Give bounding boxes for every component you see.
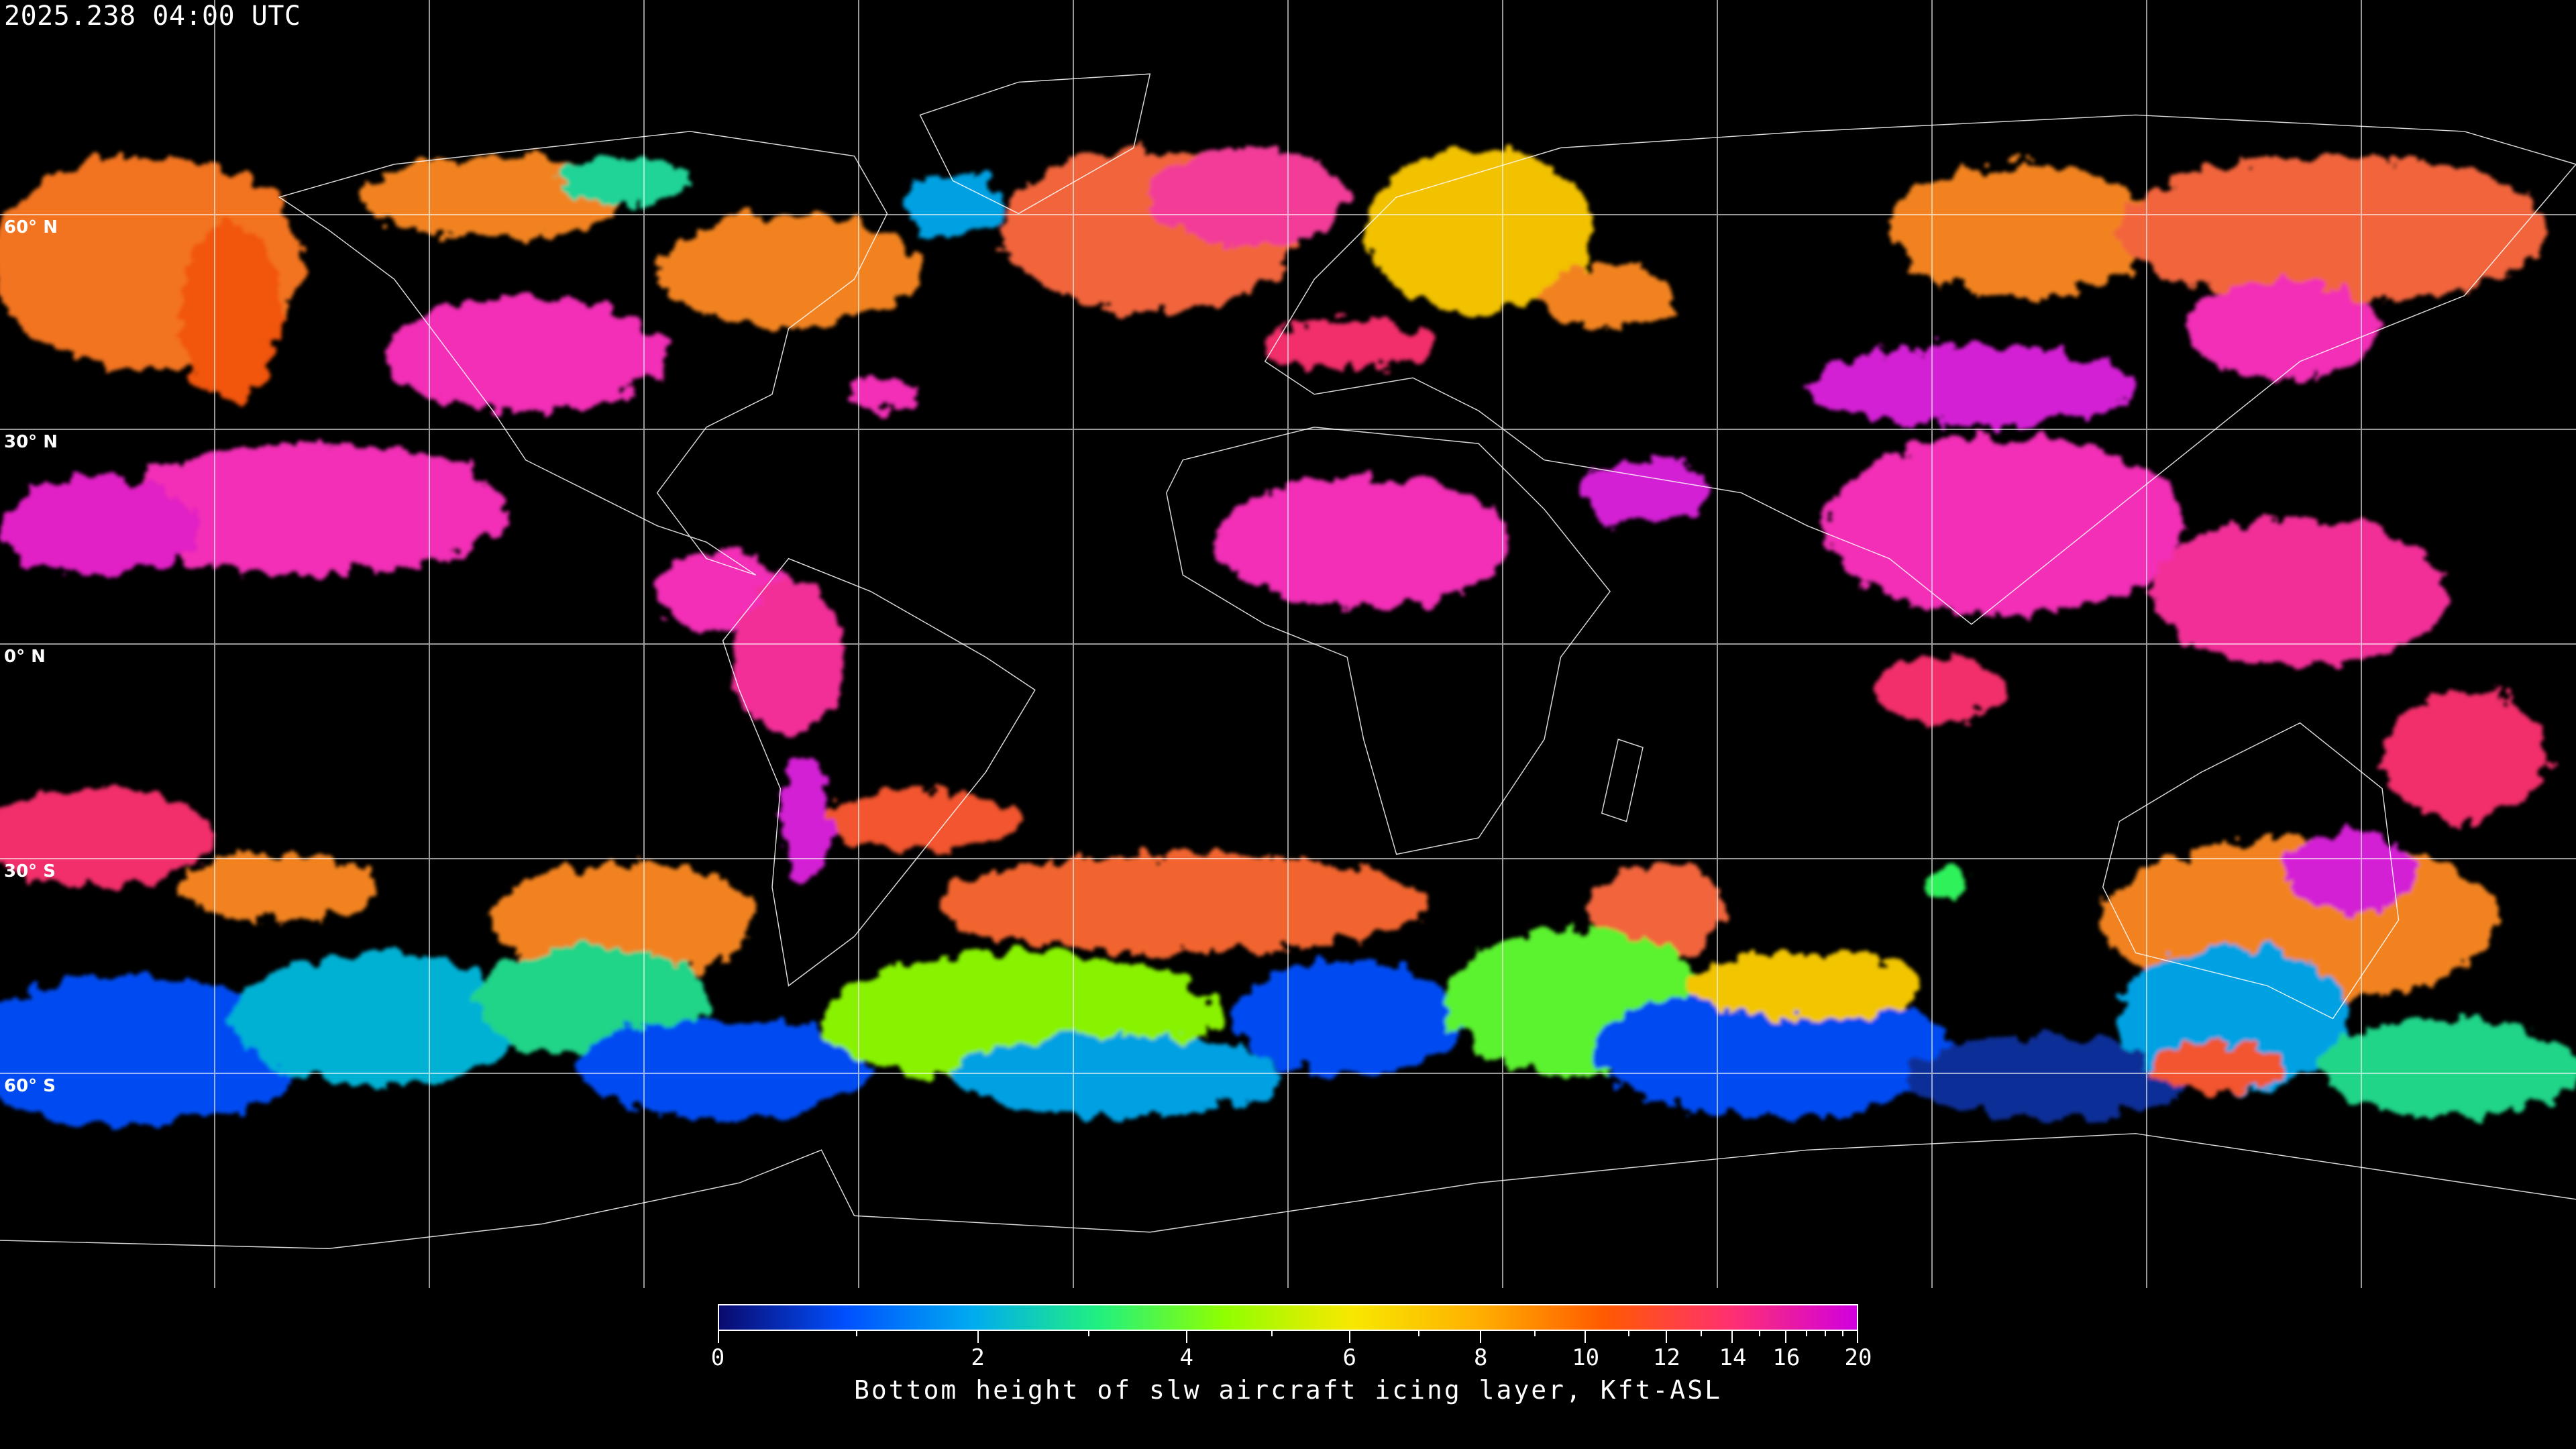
coast-australia <box>2102 722 2400 1020</box>
coastlines <box>0 73 2576 1249</box>
latitude-label: 60° S <box>4 1076 56 1096</box>
latitude-label: 0° N <box>4 647 46 667</box>
latitude-label: 30° N <box>4 432 58 452</box>
latitude-label: 60° N <box>4 217 58 237</box>
minor-tick <box>1627 1331 1629 1336</box>
coast-eurasia <box>1264 114 2576 625</box>
graticule <box>0 0 2576 1288</box>
minor-tick <box>1271 1331 1273 1336</box>
minor-tick <box>1701 1331 1703 1336</box>
minor-tick <box>1805 1331 1807 1336</box>
colorbar-ticks <box>718 1331 1858 1351</box>
latitude-label: 30° S <box>4 861 56 881</box>
major-tick <box>1665 1331 1667 1343</box>
minor-tick <box>1087 1331 1089 1336</box>
tick-label: 6 <box>1342 1344 1357 1371</box>
minor-tick <box>1534 1331 1536 1336</box>
major-tick <box>1185 1331 1187 1343</box>
major-tick <box>1585 1331 1587 1343</box>
tick-label: 10 <box>1572 1344 1600 1371</box>
coast-north-america <box>278 131 888 576</box>
tick-label: 12 <box>1652 1344 1680 1371</box>
minor-tick <box>1418 1331 1420 1336</box>
coast-south-america <box>722 557 1036 987</box>
tick-label: 2 <box>971 1344 985 1371</box>
coast-antarctica <box>0 1133 2576 1249</box>
tick-label: 8 <box>1474 1344 1488 1371</box>
coast-greenland <box>919 73 1151 215</box>
tick-label: 4 <box>1179 1344 1193 1371</box>
tick-label: 16 <box>1772 1344 1801 1371</box>
major-tick <box>718 1331 719 1343</box>
minor-tick <box>856 1331 858 1336</box>
cloud-layer <box>0 148 2576 1126</box>
minor-tick <box>1841 1331 1843 1336</box>
colorbar-title: Bottom height of slw aircraft icing laye… <box>854 1375 1722 1405</box>
minor-tick <box>1825 1331 1827 1336</box>
tick-label: 20 <box>1844 1344 1872 1371</box>
icing-map <box>0 0 2576 1288</box>
minor-tick <box>1758 1331 1760 1336</box>
major-tick <box>1785 1331 1787 1343</box>
major-tick <box>1348 1331 1350 1343</box>
timestamp: 2025.238 04:00 UTC <box>4 1 301 32</box>
tick-label: 0 <box>710 1344 725 1371</box>
major-tick <box>977 1331 979 1343</box>
coast-madagascar <box>1601 739 1644 822</box>
major-tick <box>1479 1331 1481 1343</box>
coast-africa <box>1166 426 1611 855</box>
major-tick <box>1731 1331 1733 1343</box>
tick-label: 14 <box>1719 1344 1747 1371</box>
major-tick <box>1857 1331 1858 1343</box>
colorbar <box>718 1304 1858 1331</box>
